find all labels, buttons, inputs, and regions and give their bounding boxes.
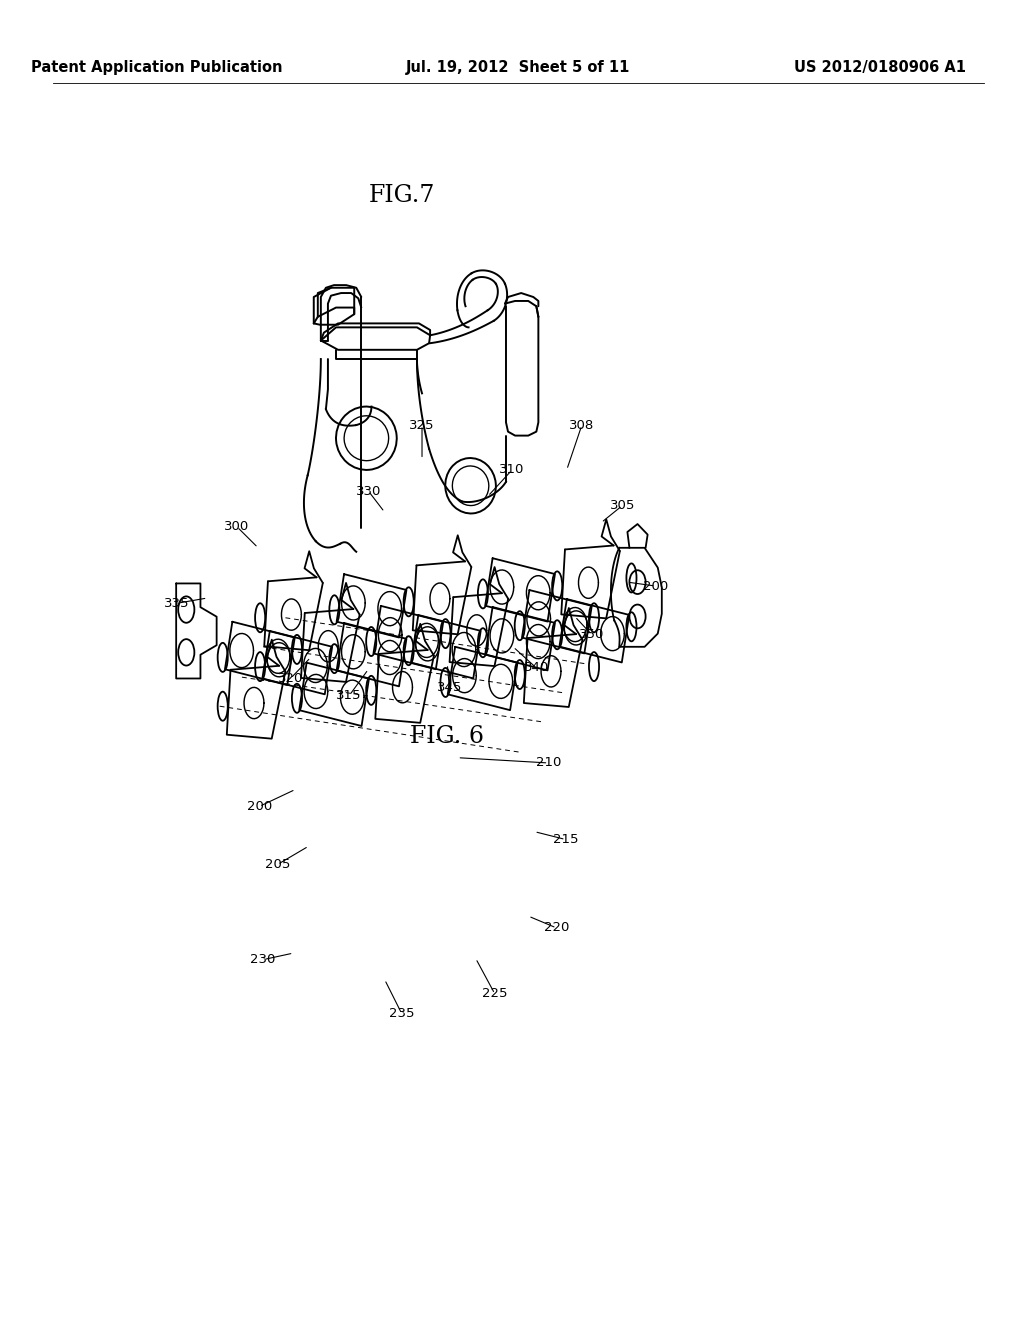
- Text: US 2012/0180906 A1: US 2012/0180906 A1: [795, 59, 967, 75]
- Text: 315: 315: [337, 689, 361, 702]
- Text: 320: 320: [278, 672, 303, 685]
- Ellipse shape: [552, 620, 562, 649]
- Ellipse shape: [515, 611, 525, 640]
- Ellipse shape: [440, 619, 451, 648]
- Ellipse shape: [367, 627, 376, 656]
- Text: 335: 335: [165, 597, 189, 610]
- Ellipse shape: [367, 676, 376, 705]
- Ellipse shape: [403, 587, 414, 616]
- Ellipse shape: [292, 684, 302, 713]
- Ellipse shape: [627, 564, 637, 593]
- Text: 200: 200: [643, 579, 669, 593]
- Ellipse shape: [255, 652, 265, 681]
- Text: Jul. 19, 2012  Sheet 5 of 11: Jul. 19, 2012 Sheet 5 of 11: [406, 59, 631, 75]
- Ellipse shape: [255, 603, 265, 632]
- Text: 345: 345: [436, 681, 462, 694]
- Ellipse shape: [478, 628, 488, 657]
- Text: 225: 225: [482, 987, 508, 1001]
- Text: FIG.7: FIG.7: [369, 183, 435, 207]
- Ellipse shape: [403, 636, 414, 665]
- Ellipse shape: [440, 668, 451, 697]
- Text: 215: 215: [553, 833, 579, 846]
- Ellipse shape: [515, 660, 525, 689]
- Text: 330: 330: [355, 484, 381, 498]
- Text: Patent Application Publication: Patent Application Publication: [31, 59, 283, 75]
- Ellipse shape: [478, 579, 488, 609]
- Text: 340: 340: [523, 661, 549, 675]
- Ellipse shape: [589, 652, 599, 681]
- Text: 230: 230: [251, 953, 275, 966]
- Text: FIG. 6: FIG. 6: [411, 725, 484, 748]
- Ellipse shape: [589, 603, 599, 632]
- Ellipse shape: [218, 643, 227, 672]
- Ellipse shape: [330, 595, 340, 624]
- Text: 310: 310: [500, 463, 524, 477]
- Text: 308: 308: [569, 418, 595, 432]
- Text: 205: 205: [264, 858, 290, 871]
- Ellipse shape: [292, 635, 302, 664]
- Text: 210: 210: [536, 756, 561, 770]
- Text: 220: 220: [544, 921, 569, 935]
- Ellipse shape: [218, 692, 227, 721]
- Ellipse shape: [330, 644, 340, 673]
- Ellipse shape: [552, 572, 562, 601]
- Text: 235: 235: [389, 1007, 415, 1020]
- Text: 350: 350: [580, 628, 605, 642]
- Ellipse shape: [627, 612, 637, 642]
- Text: 200: 200: [247, 800, 271, 813]
- Text: 305: 305: [609, 499, 635, 512]
- Text: 300: 300: [224, 520, 250, 533]
- Text: 325: 325: [410, 418, 435, 432]
